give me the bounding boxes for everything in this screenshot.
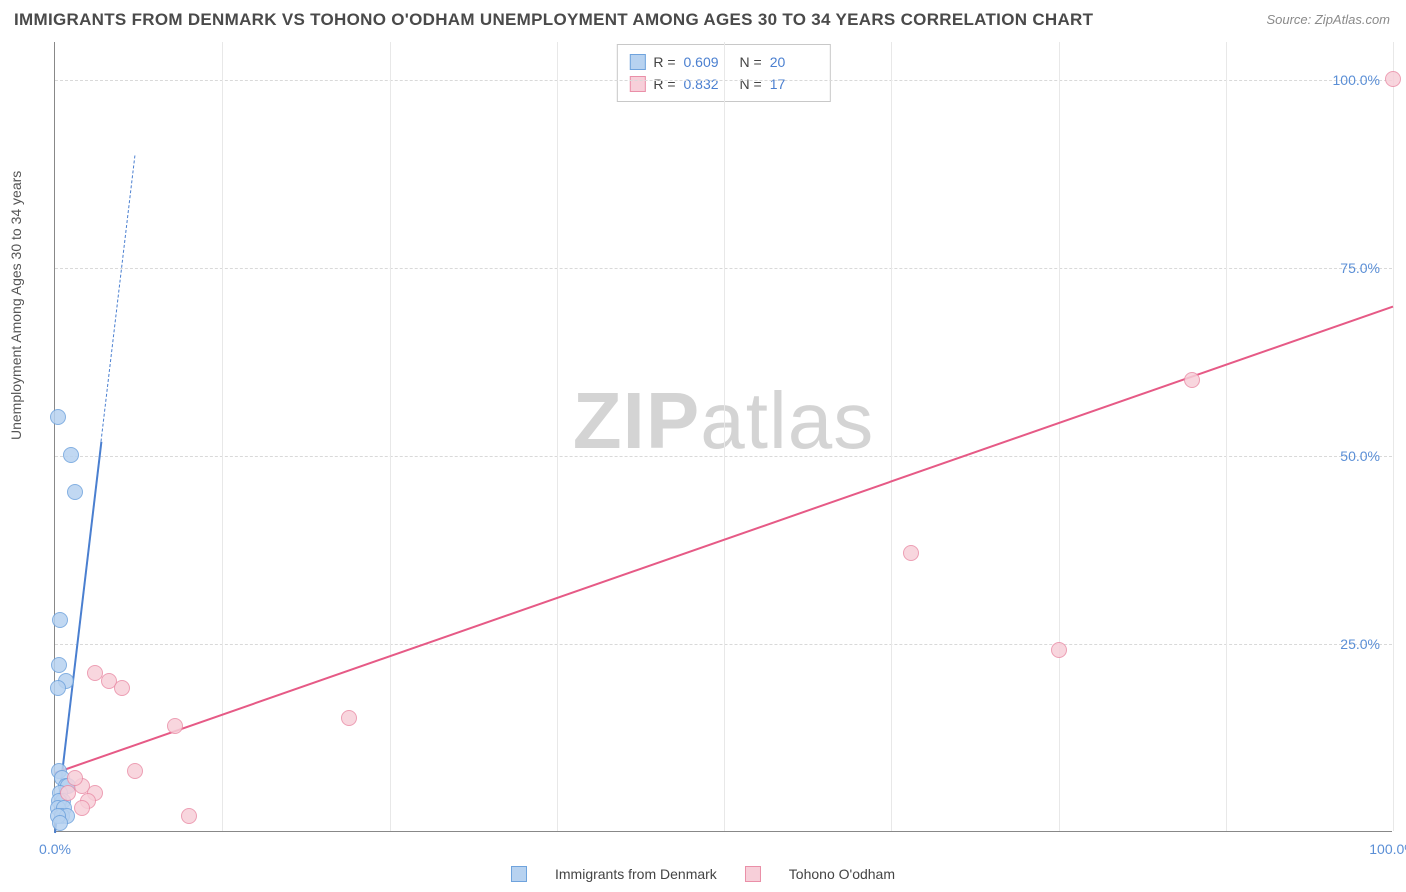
swatch-icon — [511, 866, 527, 882]
y-tick-label: 75.0% — [1340, 260, 1380, 276]
n-label: N = — [740, 51, 762, 73]
trend-line — [101, 155, 136, 441]
data-point — [87, 665, 103, 681]
y-tick-label: 25.0% — [1340, 636, 1380, 652]
data-point — [127, 763, 143, 779]
data-point — [60, 785, 76, 801]
gridline-v — [1393, 42, 1394, 831]
data-point — [74, 800, 90, 816]
source-label: Source: ZipAtlas.com — [1266, 12, 1390, 27]
r-label: R = — [653, 51, 675, 73]
data-point — [51, 657, 67, 673]
data-point — [167, 718, 183, 734]
y-axis-label: Unemployment Among Ages 30 to 34 years — [8, 171, 24, 440]
swatch-icon — [629, 54, 645, 70]
data-point — [1051, 642, 1067, 658]
legend-label: Immigrants from Denmark — [555, 866, 717, 882]
gridline-v — [1226, 42, 1227, 831]
gridline-v — [390, 42, 391, 831]
data-point — [114, 680, 130, 696]
y-tick-label: 50.0% — [1340, 448, 1380, 464]
n-value: 17 — [770, 73, 818, 95]
n-value: 20 — [770, 51, 818, 73]
data-point — [50, 680, 66, 696]
x-tick-label: 0.0% — [39, 841, 71, 857]
data-point — [67, 484, 83, 500]
legend-label: Tohono O'odham — [789, 866, 895, 882]
x-tick-label: 100.0% — [1369, 841, 1406, 857]
scatter-plot-area: ZIPatlas R = 0.609 N = 20 R = 0.832 N = … — [54, 42, 1392, 832]
chart-title: IMMIGRANTS FROM DENMARK VS TOHONO O'ODHA… — [14, 10, 1093, 30]
data-point — [52, 815, 68, 831]
gridline-v — [724, 42, 725, 831]
r-label: R = — [653, 73, 675, 95]
gridline-v — [1059, 42, 1060, 831]
data-point — [50, 409, 66, 425]
gridline-v — [891, 42, 892, 831]
swatch-icon — [629, 76, 645, 92]
data-point — [341, 710, 357, 726]
data-point — [903, 545, 919, 561]
data-point — [181, 808, 197, 824]
data-point — [1385, 71, 1401, 87]
y-tick-label: 100.0% — [1333, 72, 1380, 88]
data-point — [67, 770, 83, 786]
n-label: N = — [740, 73, 762, 95]
data-point — [1184, 372, 1200, 388]
swatch-icon — [745, 866, 761, 882]
gridline-v — [557, 42, 558, 831]
series-legend: Immigrants from Denmark Tohono O'odham — [511, 866, 895, 882]
data-point — [52, 612, 68, 628]
data-point — [63, 447, 79, 463]
